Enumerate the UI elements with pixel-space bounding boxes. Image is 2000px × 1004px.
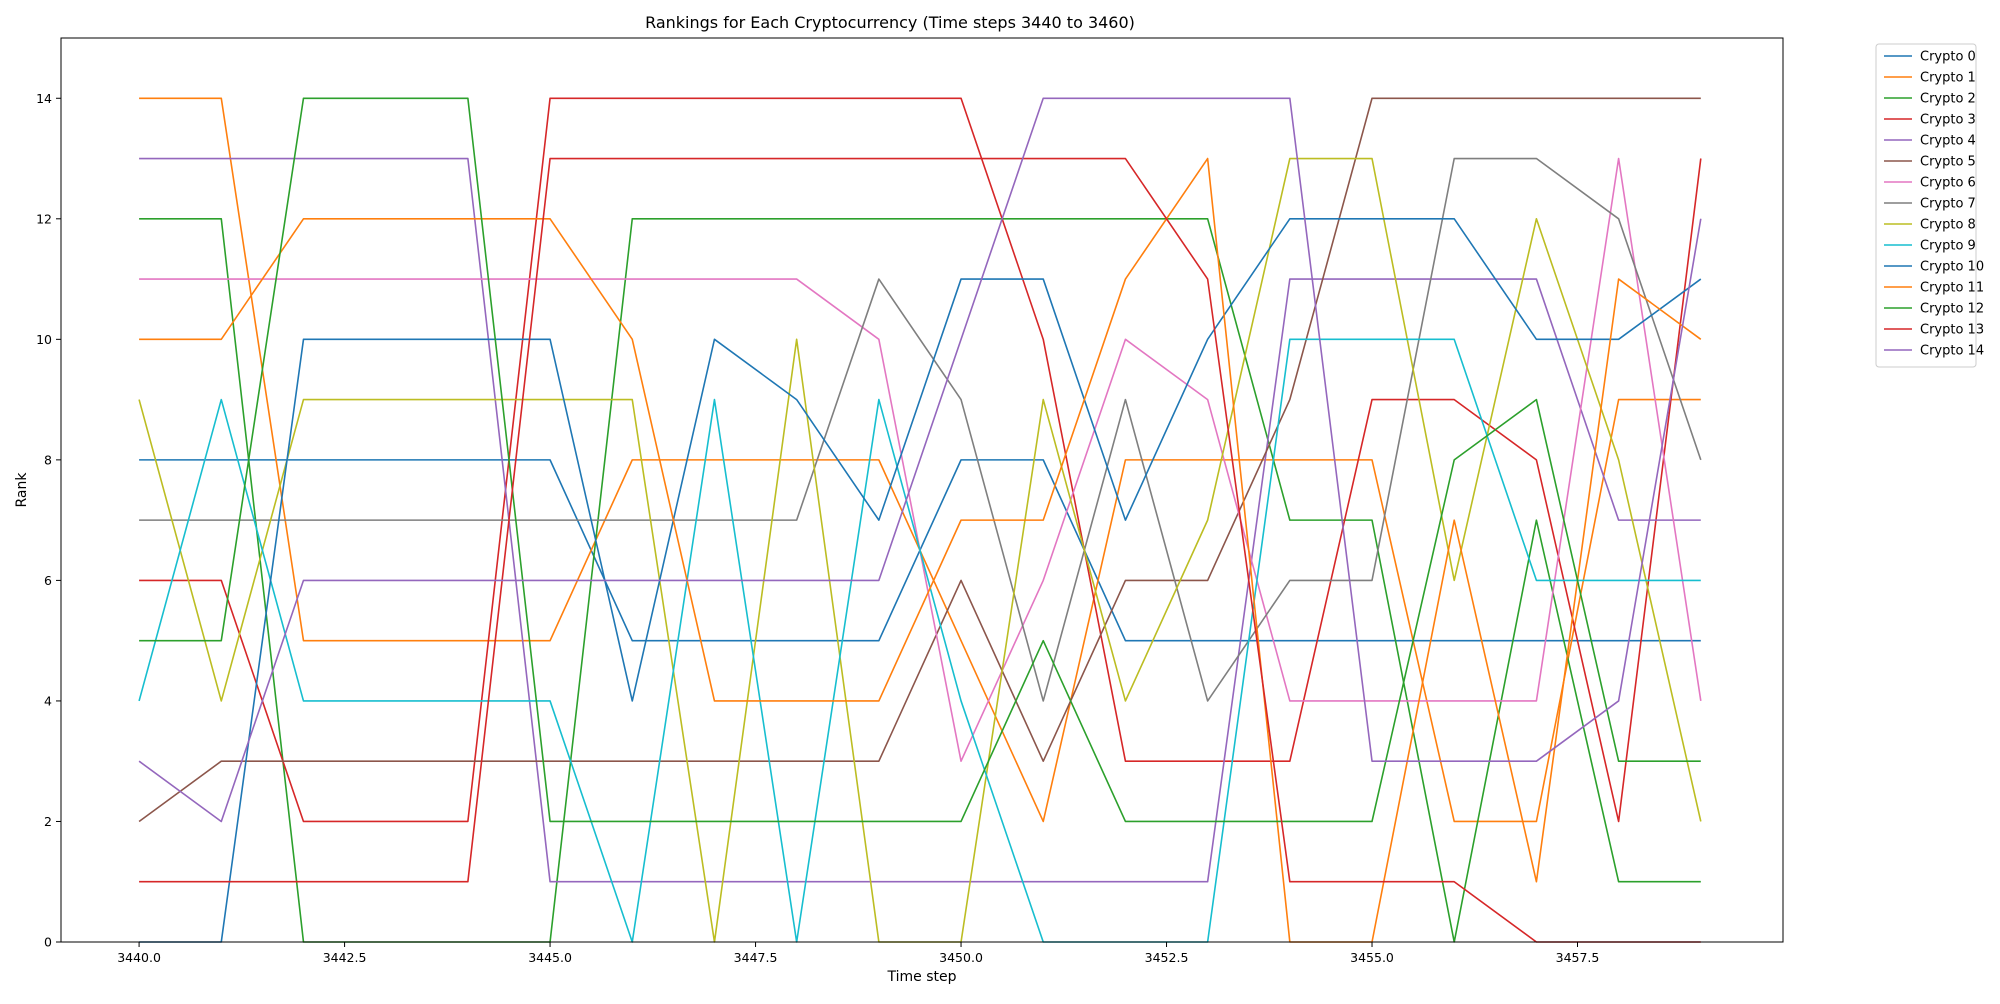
y-tick-label: 2 — [44, 814, 52, 829]
plot-area — [138, 97, 1702, 943]
legend-label: Crypto 2 — [1920, 92, 1976, 107]
series-line-crypto-4 — [139, 157, 1701, 883]
x-tick-label: 3450.0 — [939, 950, 983, 965]
x-tick-label: 3440.0 — [117, 950, 161, 965]
legend-label: Crypto 0 — [1920, 50, 1976, 65]
y-tick-label: 6 — [44, 573, 52, 588]
y-axis: 0 2 4 6 8 10 12 14 — [36, 91, 61, 950]
legend-label: Crypto 9 — [1920, 239, 1976, 254]
legend-label: Crypto 10 — [1920, 260, 1984, 275]
legend: Crypto 0 Crypto 1 Crypto 2 Crypto 3 Crypto 4… — [1875, 43, 1984, 368]
legend-label: Crypto 1 — [1920, 71, 1976, 86]
legend-label: Crypto 13 — [1920, 323, 1984, 338]
chart-title: Rankings for Each Cryptocurrency (Time s… — [645, 13, 1135, 32]
series-line-crypto-11 — [139, 157, 1702, 943]
series-line-crypto-9 — [138, 338, 1701, 943]
x-tick-label: 3455.0 — [1350, 950, 1394, 965]
plot-frame — [60, 37, 1784, 943]
series-line-crypto-13 — [139, 157, 1701, 943]
legend-label: Crypto 5 — [1920, 155, 1976, 170]
series-line-crypto-10 — [139, 218, 1702, 943]
legend-label: Crypto 4 — [1920, 134, 1976, 149]
y-tick-label: 14 — [36, 91, 52, 106]
legend-label: Crypto 7 — [1920, 197, 1976, 212]
x-tick-label: 3452.5 — [1145, 950, 1189, 965]
legend-label: Crypto 12 — [1920, 302, 1984, 317]
series-line-crypto-12 — [139, 97, 1701, 823]
y-tick-label: 0 — [44, 935, 52, 950]
y-tick-label: 4 — [44, 693, 52, 708]
x-tick-label: 3442.5 — [323, 950, 367, 965]
legend-label: Crypto 3 — [1920, 113, 1976, 128]
x-axis-label: Time step — [887, 969, 957, 985]
legend-label: Crypto 8 — [1920, 218, 1976, 233]
legend-label: Crypto 6 — [1920, 176, 1976, 191]
x-tick-label: 3445.0 — [528, 950, 572, 965]
x-tick-label: 3457.5 — [1556, 950, 1600, 965]
x-axis: 3440.0 3442.5 3445.0 3447.5 3450.0 3452.5 3455… — [117, 942, 1599, 965]
legend-label: Crypto 11 — [1920, 281, 1984, 296]
x-tick-label: 3447.5 — [734, 950, 778, 965]
y-tick-label: 12 — [36, 211, 52, 226]
series-line-crypto-14 — [138, 97, 1702, 823]
series-line-crypto-5 — [138, 97, 1701, 823]
y-tick-label: 8 — [44, 452, 52, 467]
y-tick-label: 10 — [36, 332, 52, 347]
series-line-crypto-7 — [139, 157, 1702, 702]
series-line-crypto-3 — [139, 97, 1702, 823]
legend-label: Crypto 14 — [1920, 344, 1984, 359]
y-axis-label: Rank — [14, 472, 30, 508]
